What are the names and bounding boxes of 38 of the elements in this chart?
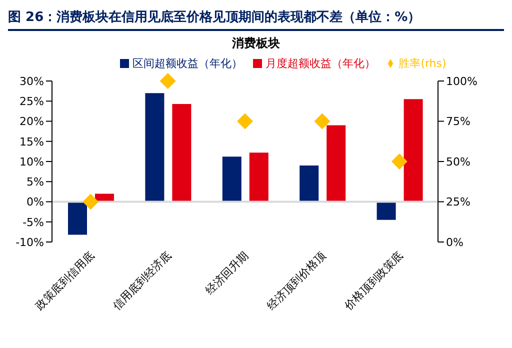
y2-tick-label: 0%: [446, 236, 464, 249]
bar: [222, 156, 242, 202]
x-tick-label: 政策底到信用底: [33, 248, 97, 313]
x-tick-label: 经济回升期: [203, 248, 252, 298]
bar: [249, 152, 268, 202]
x-tick-label: 信用底到经济底: [110, 248, 174, 313]
x-tick-label: 经济顶到价格顶: [264, 248, 328, 313]
bar: [326, 125, 346, 202]
legend-label: 区间超额收益（年化）: [132, 57, 243, 70]
point: [160, 73, 176, 89]
y2-tick-label: 75%: [446, 115, 470, 128]
y-tick-label: -5%: [22, 216, 44, 229]
bar: [300, 166, 319, 202]
chart-title: 图 26：消费板块在信用见底至价格见顶期间的表现都不差（单位：%）: [8, 8, 504, 31]
y2-tick-label: 100%: [446, 74, 478, 88]
y-tick-label: 25%: [20, 95, 44, 108]
bar: [68, 202, 87, 235]
x-tick-label: 价格顶到政策底: [341, 248, 406, 314]
bar: [404, 99, 423, 202]
y2-tick-label: 50%: [446, 155, 470, 168]
point: [237, 113, 253, 130]
y2-tick-label: 25%: [446, 196, 470, 209]
legend-label: 胜率(rhs): [398, 57, 446, 70]
bar: [376, 202, 396, 220]
bar: [172, 104, 192, 202]
y-tick-label: -10%: [16, 236, 44, 249]
point: [391, 154, 408, 170]
y-tick-label: 30%: [20, 74, 44, 88]
y-tick-label: 10%: [20, 155, 44, 168]
y-tick-label: 15%: [20, 135, 44, 148]
point: [314, 113, 330, 130]
point: [82, 194, 99, 210]
bar: [145, 93, 164, 202]
y-tick-label: 0%: [26, 196, 44, 209]
y-tick-label: 20%: [20, 115, 44, 128]
y-tick-label: 5%: [26, 176, 44, 189]
chart-subtitle: 消费板块: [231, 35, 281, 52]
legend-label: 月度超额收益（年化）: [266, 57, 376, 70]
